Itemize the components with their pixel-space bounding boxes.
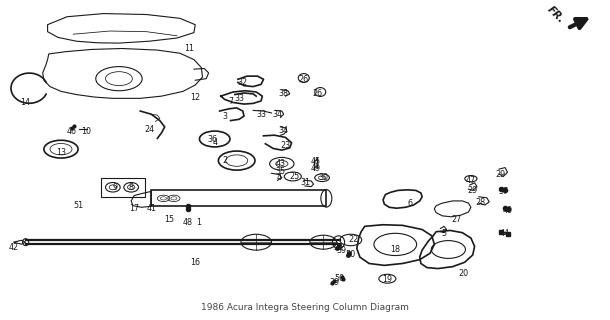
Text: 3: 3 [222, 112, 227, 121]
Text: 26: 26 [312, 89, 322, 99]
Text: 1986 Acura Integra Steering Column Diagram: 1986 Acura Integra Steering Column Diagr… [201, 303, 409, 312]
Text: 33: 33 [234, 94, 244, 103]
Text: 46: 46 [67, 126, 77, 136]
Text: 4: 4 [277, 173, 282, 182]
Text: 7: 7 [228, 97, 233, 106]
Text: 29: 29 [468, 186, 478, 195]
Text: 20: 20 [459, 268, 468, 277]
Text: 30: 30 [318, 173, 328, 182]
Text: 39: 39 [337, 246, 346, 255]
Text: 18: 18 [390, 245, 400, 254]
Text: 28: 28 [476, 198, 486, 207]
Text: 48: 48 [183, 218, 193, 227]
Text: 21: 21 [334, 243, 343, 252]
Text: 50: 50 [345, 251, 355, 260]
Text: 19: 19 [382, 275, 392, 284]
Text: 2: 2 [222, 156, 227, 165]
Text: 11: 11 [184, 44, 194, 53]
Text: 49: 49 [311, 164, 321, 173]
Text: 42: 42 [9, 243, 18, 252]
Text: 50: 50 [334, 274, 344, 283]
Text: 9: 9 [112, 183, 117, 192]
Text: 32: 32 [238, 78, 248, 87]
Text: 17: 17 [129, 204, 139, 213]
Text: 29: 29 [495, 170, 505, 179]
Text: 40: 40 [503, 206, 512, 215]
Bar [101, 178, 145, 197]
Text: 33: 33 [256, 110, 266, 119]
Text: 6: 6 [407, 199, 412, 208]
Text: 34: 34 [279, 126, 289, 135]
Text: 34: 34 [273, 110, 282, 119]
Text: 24: 24 [145, 125, 154, 134]
Text: 35: 35 [276, 167, 285, 176]
Text: 10: 10 [82, 126, 92, 136]
Text: 27: 27 [451, 214, 461, 223]
Text: 47: 47 [466, 176, 476, 185]
Bar [151, 190, 326, 206]
Text: 51: 51 [73, 201, 83, 210]
Text: 8: 8 [129, 183, 134, 192]
Text: 15: 15 [165, 214, 174, 223]
Text: 13: 13 [56, 148, 66, 157]
Text: 16: 16 [190, 258, 200, 267]
Text: 26: 26 [299, 75, 309, 84]
Text: 38: 38 [279, 89, 289, 99]
Text: FR.: FR. [545, 4, 566, 25]
Text: 5: 5 [442, 229, 447, 238]
Text: 39: 39 [329, 278, 339, 287]
Text: 4: 4 [212, 138, 217, 147]
Text: 22: 22 [349, 236, 359, 244]
Text: 41: 41 [146, 204, 156, 213]
Text: 37: 37 [498, 187, 508, 196]
Text: 43: 43 [276, 159, 285, 168]
Text: 36: 36 [207, 135, 217, 144]
Text: 14: 14 [21, 98, 30, 107]
Text: 31: 31 [300, 178, 310, 187]
Text: 45: 45 [311, 157, 321, 166]
Text: 44: 44 [500, 229, 510, 238]
Text: 12: 12 [190, 93, 200, 102]
Text: 23: 23 [281, 141, 290, 150]
Text: 1: 1 [196, 218, 201, 227]
Text: 25: 25 [289, 172, 299, 181]
